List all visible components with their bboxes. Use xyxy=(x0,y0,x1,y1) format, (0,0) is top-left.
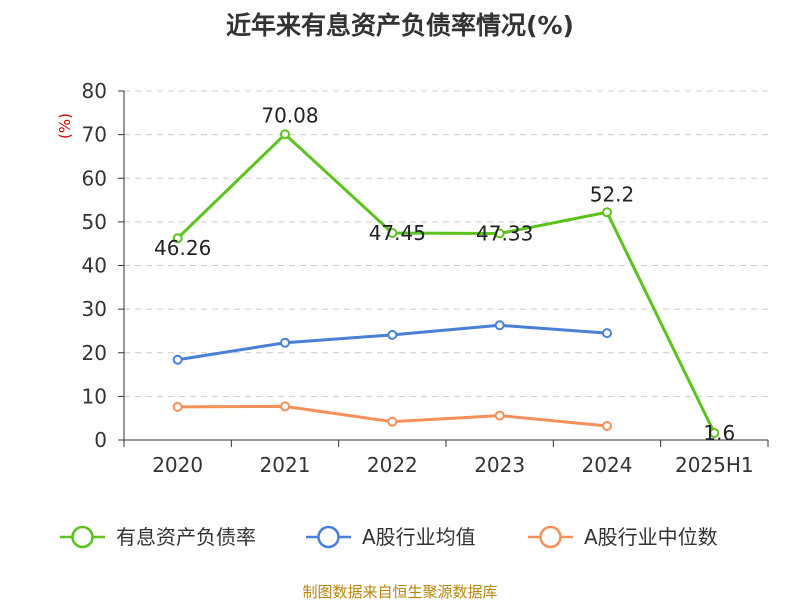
x-tick-label: 2022 xyxy=(367,453,418,477)
y-tick-label: 50 xyxy=(82,210,107,234)
data-point[interactable] xyxy=(387,227,398,238)
y-tick-label: 30 xyxy=(82,297,107,321)
legend-marker-icon xyxy=(317,525,340,549)
data-point[interactable] xyxy=(280,401,290,412)
data-point[interactable] xyxy=(172,233,183,244)
data-point[interactable] xyxy=(602,328,612,339)
axes: 0 10 20 30 40 50 60 70 80 2020 2021 2022 2023 2024 202… xyxy=(82,79,769,477)
legend-item-1[interactable]: A股行业均值 xyxy=(306,525,476,549)
data-point[interactable] xyxy=(387,416,398,427)
data-point[interactable] xyxy=(280,337,290,348)
y-tick-label: 40 xyxy=(82,254,107,278)
data-label: 47.45 xyxy=(369,221,426,245)
data-label: 52.2 xyxy=(590,182,635,206)
y-axis-label: (%) xyxy=(56,113,74,139)
series-0 xyxy=(172,129,720,439)
x-tick-label: 2023 xyxy=(474,453,525,477)
x-tick-label: 2025H1 xyxy=(675,453,754,477)
data-point[interactable] xyxy=(602,207,612,218)
y-tick-label: 20 xyxy=(82,341,107,365)
source-note: 制图数据来自恒生聚源数据库 xyxy=(302,583,497,600)
x-tick-label: 2021 xyxy=(260,453,311,477)
legend-item-0[interactable]: 有息资产负债率 xyxy=(60,525,256,549)
series-2 xyxy=(172,401,612,432)
data-point[interactable] xyxy=(602,421,612,432)
legend-label: A股行业中位数 xyxy=(584,525,718,549)
data-point[interactable] xyxy=(494,410,505,421)
x-tick-label: 2020 xyxy=(152,453,203,477)
y-tick-label: 70 xyxy=(82,123,107,147)
series xyxy=(172,129,720,439)
series-1 xyxy=(172,320,612,365)
data-label: 70.08 xyxy=(261,103,318,127)
y-tick-label: 80 xyxy=(82,79,107,103)
x-tick-label: 2024 xyxy=(582,453,633,477)
data-label: 1.6 xyxy=(703,421,735,445)
data-label: 47.33 xyxy=(476,222,533,246)
data-point[interactable] xyxy=(387,329,398,340)
grid xyxy=(124,90,768,397)
data-point[interactable] xyxy=(172,354,183,365)
data-point[interactable] xyxy=(494,228,505,239)
y-tick-label: 10 xyxy=(82,384,107,408)
legend-marker-icon xyxy=(71,525,94,549)
legend-label: 有息资产负债率 xyxy=(116,525,256,549)
data-labels: 46.26 70.08 47.45 47.33 52.2 1.6 xyxy=(154,103,735,445)
data-label: 46.26 xyxy=(154,236,211,260)
legend-item-2[interactable]: A股行业中位数 xyxy=(528,525,718,549)
y-tick-label: 60 xyxy=(82,166,107,190)
data-point[interactable] xyxy=(709,428,720,439)
data-point[interactable] xyxy=(280,129,290,140)
y-tick-label: 0 xyxy=(94,428,107,452)
data-point[interactable] xyxy=(494,320,505,331)
legend[interactable]: 有息资产负债率 A股行业均值 A股行业中位数 xyxy=(60,525,718,549)
series-line xyxy=(176,132,716,434)
legend-label: A股行业均值 xyxy=(362,525,476,549)
data-point[interactable] xyxy=(172,401,183,412)
chart-title: 近年来有息资产负债率情况(%) xyxy=(226,11,574,40)
legend-marker-icon xyxy=(539,525,562,549)
